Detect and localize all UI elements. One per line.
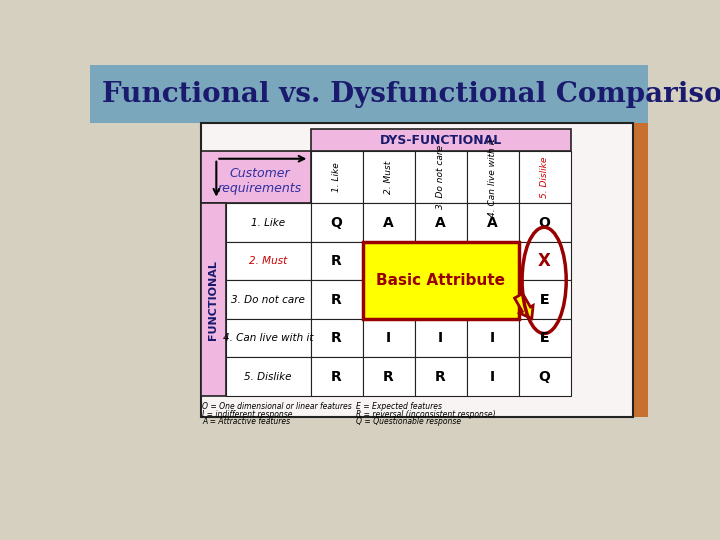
Text: E = Expected features: E = Expected features xyxy=(356,402,442,411)
Bar xyxy=(90,65,648,123)
Text: R: R xyxy=(331,331,342,345)
Text: R = reversal (inconsistent response): R = reversal (inconsistent response) xyxy=(356,410,495,418)
Text: R: R xyxy=(331,293,342,307)
Bar xyxy=(363,280,415,319)
Text: R: R xyxy=(331,370,342,383)
Bar xyxy=(363,319,415,357)
Bar xyxy=(225,242,311,280)
Bar xyxy=(311,242,363,280)
Bar xyxy=(311,204,363,242)
Text: 4. Can live with it: 4. Can live with it xyxy=(487,138,497,217)
Bar xyxy=(518,242,570,280)
Text: A = Attractive features: A = Attractive features xyxy=(202,417,290,427)
Bar xyxy=(311,319,363,357)
Bar xyxy=(225,280,311,319)
Bar xyxy=(518,204,570,242)
Bar xyxy=(415,357,467,396)
Text: I: I xyxy=(490,370,495,383)
Text: I = indifferent response: I = indifferent response xyxy=(202,410,293,418)
Text: FUNCTIONAL: FUNCTIONAL xyxy=(208,260,218,340)
Text: O: O xyxy=(539,215,550,230)
Text: I: I xyxy=(386,331,391,345)
Bar xyxy=(518,151,570,204)
Bar xyxy=(311,130,570,151)
Bar xyxy=(201,123,634,417)
Text: I: I xyxy=(438,331,443,345)
Bar xyxy=(467,280,518,319)
Bar xyxy=(363,204,415,242)
Text: 2. Must: 2. Must xyxy=(249,256,287,266)
Text: O = One dimensional or linear features: O = One dimensional or linear features xyxy=(202,402,352,411)
Text: Basic Attribute: Basic Attribute xyxy=(376,273,505,288)
Bar xyxy=(467,357,518,396)
Text: R: R xyxy=(435,370,446,383)
Text: E: E xyxy=(539,293,549,307)
Bar xyxy=(415,151,467,204)
Text: R: R xyxy=(383,370,394,383)
Bar xyxy=(467,242,518,280)
Bar xyxy=(415,204,467,242)
Text: DYS-FUNCTIONAL: DYS-FUNCTIONAL xyxy=(379,134,502,147)
Text: A: A xyxy=(383,215,394,230)
Text: 5. Dislike: 5. Dislike xyxy=(540,157,549,198)
Bar xyxy=(225,204,311,242)
Bar xyxy=(311,280,363,319)
Bar xyxy=(467,151,518,204)
FancyArrow shape xyxy=(515,294,533,319)
Text: 3. Do not care: 3. Do not care xyxy=(231,295,305,305)
Bar xyxy=(311,357,363,396)
Text: A: A xyxy=(487,215,498,230)
Text: Customer
requirements: Customer requirements xyxy=(217,167,302,195)
Text: E: E xyxy=(539,331,549,345)
Bar xyxy=(201,151,311,204)
Text: 1. Like: 1. Like xyxy=(251,218,285,228)
Bar xyxy=(415,319,467,357)
Text: Functional vs. Dysfunctional Comparison: Functional vs. Dysfunctional Comparison xyxy=(102,80,720,107)
Bar xyxy=(415,242,467,280)
Bar xyxy=(363,151,415,204)
Text: A: A xyxy=(435,215,446,230)
Bar xyxy=(518,319,570,357)
Text: 4. Can live with it: 4. Can live with it xyxy=(223,333,313,343)
Bar xyxy=(363,242,518,319)
Bar xyxy=(225,319,311,357)
Bar xyxy=(467,204,518,242)
Bar xyxy=(363,242,415,280)
Bar xyxy=(311,151,363,204)
Text: I: I xyxy=(490,331,495,345)
Bar xyxy=(467,319,518,357)
Text: 2. Must: 2. Must xyxy=(384,160,393,194)
Text: R: R xyxy=(331,254,342,268)
Bar xyxy=(415,280,467,319)
Bar xyxy=(632,123,648,417)
Text: E: E xyxy=(539,293,549,307)
Bar xyxy=(518,357,570,396)
Text: E: E xyxy=(539,331,549,345)
Text: Q: Q xyxy=(330,215,343,230)
Text: Q = Questionable response: Q = Questionable response xyxy=(356,417,461,427)
Text: 3. Do not care: 3. Do not care xyxy=(436,145,445,210)
Text: X: X xyxy=(538,252,551,270)
Bar xyxy=(518,280,570,319)
Bar xyxy=(201,204,225,396)
Bar xyxy=(363,357,415,396)
Text: 5. Dislike: 5. Dislike xyxy=(245,372,292,382)
Bar xyxy=(225,357,311,396)
Text: 1. Like: 1. Like xyxy=(332,163,341,192)
Text: Q: Q xyxy=(539,370,550,383)
